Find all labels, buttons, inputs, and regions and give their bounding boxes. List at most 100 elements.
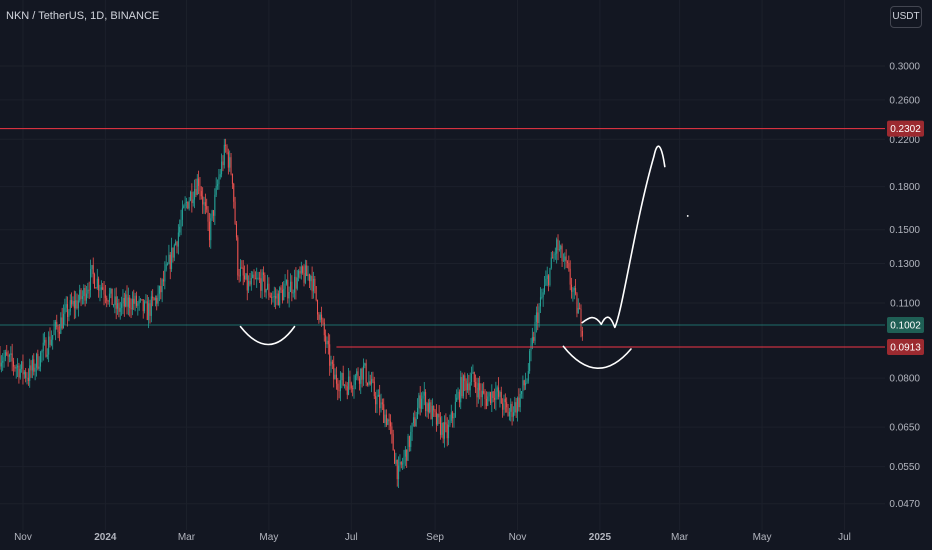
candle-down	[484, 393, 486, 399]
candle-down	[342, 373, 344, 386]
candle-down	[107, 300, 109, 302]
candle-down	[227, 152, 229, 168]
candle-down	[135, 295, 137, 306]
candle-up	[125, 294, 127, 307]
price-tick-label: 0.0470	[889, 499, 920, 510]
candle-down	[317, 300, 319, 315]
candle-down	[507, 407, 509, 417]
candle-down	[329, 344, 331, 366]
candle-down	[11, 353, 13, 362]
candle-down	[244, 275, 246, 280]
candle-up	[292, 292, 294, 294]
candle-up	[384, 414, 386, 423]
candle-down	[269, 295, 271, 298]
candle-up	[456, 397, 458, 402]
candle-down	[565, 256, 567, 262]
candle-up	[190, 191, 192, 201]
candle-down	[571, 284, 573, 292]
candle-up	[257, 277, 259, 279]
candle-up	[180, 219, 182, 227]
candle-down	[442, 422, 444, 439]
candle-down	[314, 278, 316, 287]
time-tick-label: 2025	[589, 532, 612, 543]
candle-up	[87, 289, 89, 294]
candle-up	[90, 269, 92, 291]
candle-down	[498, 387, 500, 397]
candle-down	[226, 145, 228, 153]
candle-up	[376, 396, 378, 405]
candle-down	[115, 296, 117, 309]
candle-up	[4, 352, 6, 358]
candle-down	[568, 262, 570, 269]
candle-up	[96, 278, 98, 288]
price-axis-background	[885, 0, 932, 550]
candle-up	[140, 299, 142, 301]
candle-up	[252, 274, 254, 279]
candle-down	[241, 267, 243, 269]
price-tick-label: 0.0550	[889, 462, 920, 473]
candle-up	[0, 362, 2, 367]
candle-down	[306, 265, 308, 276]
candle-up	[407, 436, 409, 461]
candle-up	[83, 288, 85, 297]
candle-up	[215, 185, 217, 195]
candle-down	[111, 288, 113, 305]
time-tick-label: Jul	[345, 532, 358, 543]
candle-down	[71, 300, 73, 305]
candle-up	[510, 403, 512, 412]
candle-down	[321, 314, 323, 320]
candle-up	[100, 287, 102, 290]
candle-up	[145, 301, 147, 303]
price-axis[interactable]: 0.3000 0.2600 0.2200 0.1800 0.1500 0.1300 0.11…	[885, 0, 932, 550]
candle-up	[8, 354, 10, 357]
candle-up	[312, 278, 314, 292]
candle-up	[516, 397, 518, 413]
candle-up	[173, 245, 175, 258]
candle-down	[557, 239, 559, 251]
candle-down	[345, 384, 347, 387]
candle-up	[371, 378, 373, 385]
candle-up	[572, 290, 574, 292]
time-axis[interactable]: Nov 2024 Mar May Jul Sep Nov 2025 Mar May Jul	[14, 532, 851, 543]
candle-up	[29, 365, 31, 381]
candle-up	[395, 459, 397, 464]
candle-up	[256, 277, 258, 279]
candle-up	[531, 337, 533, 345]
candle-down	[94, 274, 96, 288]
candle-up	[285, 279, 287, 284]
candle-up	[63, 313, 65, 329]
candle-down	[475, 382, 477, 388]
candle-down	[246, 273, 248, 291]
candle-up	[380, 402, 382, 409]
candle-down	[235, 223, 237, 238]
candle-up	[404, 449, 406, 457]
candle-up	[229, 157, 231, 168]
candle-up	[471, 373, 473, 383]
breakout-arrow-drawing	[581, 145, 666, 329]
candle-up	[134, 295, 136, 304]
candle-up	[44, 339, 46, 343]
candle-up	[503, 398, 505, 410]
candle-down	[323, 322, 325, 336]
candle-down	[580, 308, 582, 331]
candle-down	[391, 426, 393, 434]
candle-up	[150, 296, 152, 316]
candle-down	[141, 299, 143, 301]
candle-down	[479, 383, 481, 391]
candle-down	[225, 144, 227, 146]
candle-up	[41, 351, 43, 353]
candle-up	[573, 288, 575, 291]
candle-up	[457, 391, 459, 398]
candle-down	[523, 380, 525, 386]
candle-down	[434, 410, 436, 413]
candle-up	[42, 342, 44, 352]
candle-up	[164, 269, 166, 282]
currency-button[interactable]: USDT	[890, 6, 922, 28]
candle-up	[521, 390, 523, 394]
candle-down	[199, 185, 201, 192]
candle-down	[473, 372, 475, 383]
candle-up	[550, 257, 552, 268]
candle-down	[212, 210, 214, 216]
candle-down	[271, 297, 273, 298]
